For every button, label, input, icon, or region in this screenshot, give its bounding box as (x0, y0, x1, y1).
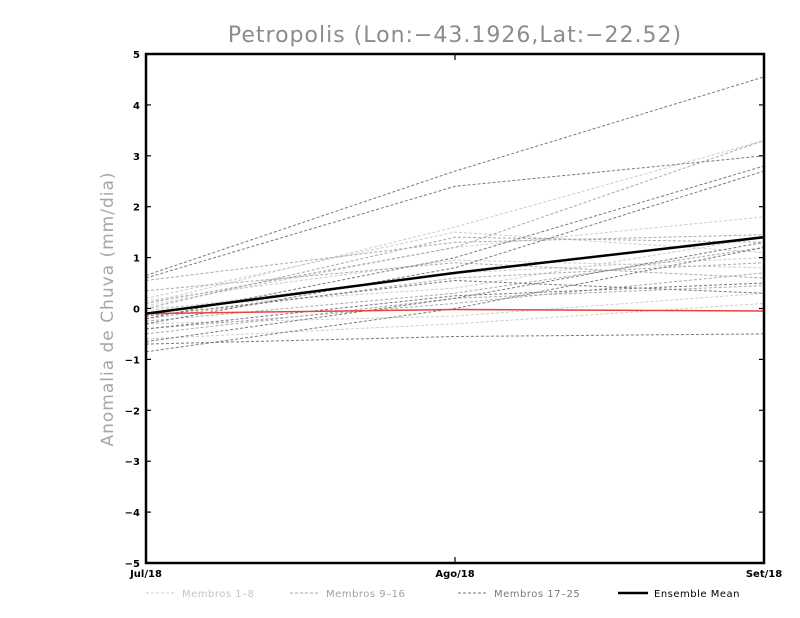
member-line-9 (145, 234, 765, 281)
chart-title: Petropolis (Lon:−43.1926,Lat:−22.52) (228, 23, 682, 48)
y-tick-label: −5 (125, 559, 140, 570)
member-line-5 (145, 259, 765, 302)
y-axis-label: Anomalia de Chuva (mm/dia) (98, 171, 118, 446)
legend-label-4: Ensemble Mean (654, 589, 740, 600)
member-line-14 (145, 272, 765, 330)
x-tick-label: Set/18 (746, 569, 782, 580)
y-tick-label: −2 (125, 406, 140, 417)
member-line-2 (145, 216, 765, 307)
y-tick-label: 2 (133, 203, 140, 214)
member-line-22 (145, 333, 765, 345)
member-line-17 (145, 76, 765, 276)
y-tick-label: 3 (133, 152, 140, 163)
y-tick-label: 5 (133, 50, 140, 61)
member-line-21 (145, 241, 765, 343)
y-tick-label: 0 (133, 305, 140, 316)
member-line-23 (145, 246, 765, 353)
x-tick-label: Ago/18 (435, 569, 474, 580)
member-line-24 (145, 279, 765, 317)
member-line-13 (145, 262, 765, 292)
legend-label-3: Membros 17–25 (494, 589, 580, 600)
member-line-25 (145, 282, 765, 330)
member-line-11 (145, 246, 765, 322)
y-tick-label: −3 (125, 457, 140, 468)
legend-label-1: Membros 1–8 (182, 589, 255, 600)
legend-label-2: Membros 9–16 (326, 589, 405, 600)
y-tick-label: 1 (133, 254, 140, 265)
member-line-6 (145, 292, 765, 325)
x-tick-label: Jul/18 (129, 569, 162, 580)
series-layer (145, 76, 765, 353)
y-tick-label: 4 (133, 101, 140, 112)
member-line-3 (145, 231, 765, 299)
member-line-10 (145, 140, 765, 304)
y-tick-label: −4 (125, 508, 140, 519)
member-line-15 (145, 236, 765, 309)
member-line-1 (145, 140, 765, 304)
legend: Membros 1–8 Membros 9–16 Membros 17–25 Ense… (146, 589, 740, 600)
ensemble-mean-line (145, 235, 765, 315)
zero-line (145, 308, 765, 315)
member-line-18 (145, 155, 765, 279)
y-tick-label: −1 (125, 355, 140, 366)
